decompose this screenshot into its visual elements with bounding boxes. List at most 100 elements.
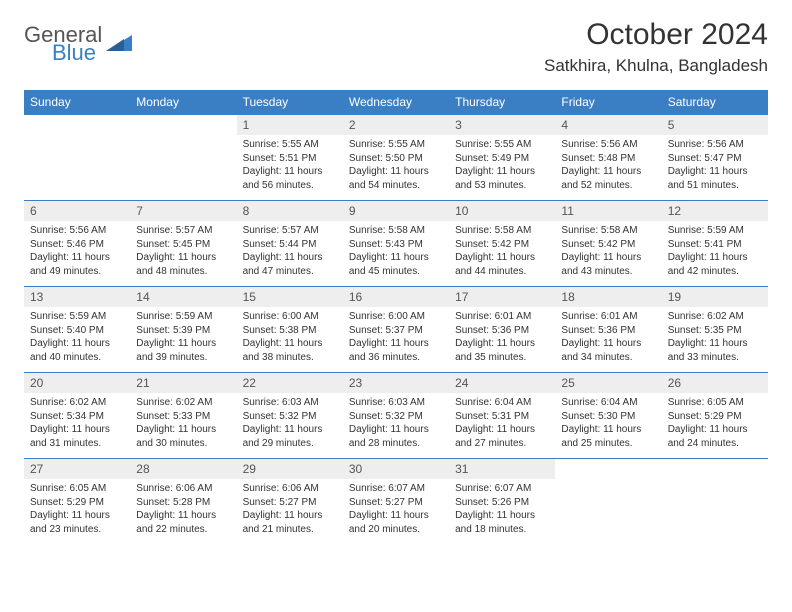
day-detail-cell: Sunrise: 6:04 AMSunset: 5:30 PMDaylight:… — [555, 393, 661, 459]
sunset-text: Sunset: 5:37 PM — [349, 324, 443, 338]
day-detail-cell: Sunrise: 6:01 AMSunset: 5:36 PMDaylight:… — [555, 307, 661, 373]
day-detail-cell: Sunrise: 6:00 AMSunset: 5:38 PMDaylight:… — [237, 307, 343, 373]
sunset-text: Sunset: 5:36 PM — [561, 324, 655, 338]
sunset-text: Sunset: 5:32 PM — [243, 410, 337, 424]
sunset-text: Sunset: 5:50 PM — [349, 152, 443, 166]
day-detail-cell: Sunrise: 6:03 AMSunset: 5:32 PMDaylight:… — [343, 393, 449, 459]
day-detail-cell: Sunrise: 5:58 AMSunset: 5:42 PMDaylight:… — [449, 221, 555, 287]
sunset-text: Sunset: 5:43 PM — [349, 238, 443, 252]
day-number-cell: 22 — [237, 373, 343, 394]
daylight-text: Daylight: 11 hours and 54 minutes. — [349, 165, 443, 192]
day-detail-cell: Sunrise: 6:06 AMSunset: 5:28 PMDaylight:… — [130, 479, 236, 544]
sunrise-text: Sunrise: 6:06 AM — [136, 482, 230, 496]
sunset-text: Sunset: 5:47 PM — [668, 152, 762, 166]
day-detail-cell: Sunrise: 6:07 AMSunset: 5:26 PMDaylight:… — [449, 479, 555, 544]
daylight-text: Daylight: 11 hours and 43 minutes. — [561, 251, 655, 278]
day-detail-cell: Sunrise: 5:55 AMSunset: 5:51 PMDaylight:… — [237, 135, 343, 201]
brand-line2: Blue — [52, 42, 102, 64]
sunset-text: Sunset: 5:42 PM — [561, 238, 655, 252]
sunrise-text: Sunrise: 5:56 AM — [561, 138, 655, 152]
day-number-cell: 13 — [24, 287, 130, 308]
weekday-header: Thursday — [449, 90, 555, 115]
daylight-text: Daylight: 11 hours and 47 minutes. — [243, 251, 337, 278]
sunset-text: Sunset: 5:36 PM — [455, 324, 549, 338]
sunset-text: Sunset: 5:42 PM — [455, 238, 549, 252]
sunrise-text: Sunrise: 6:03 AM — [349, 396, 443, 410]
weekday-header-row: Sunday Monday Tuesday Wednesday Thursday… — [24, 90, 768, 115]
day-number-cell — [555, 459, 661, 480]
weekday-header: Sunday — [24, 90, 130, 115]
day-number-row: 6789101112 — [24, 201, 768, 222]
sunrise-text: Sunrise: 5:55 AM — [243, 138, 337, 152]
sunrise-text: Sunrise: 5:56 AM — [30, 224, 124, 238]
day-detail-cell: Sunrise: 5:58 AMSunset: 5:43 PMDaylight:… — [343, 221, 449, 287]
day-detail-cell: Sunrise: 6:04 AMSunset: 5:31 PMDaylight:… — [449, 393, 555, 459]
day-number-cell: 20 — [24, 373, 130, 394]
sunrise-text: Sunrise: 5:59 AM — [136, 310, 230, 324]
day-detail-cell: Sunrise: 5:56 AMSunset: 5:46 PMDaylight:… — [24, 221, 130, 287]
day-detail-cell: Sunrise: 5:56 AMSunset: 5:48 PMDaylight:… — [555, 135, 661, 201]
sunrise-text: Sunrise: 6:06 AM — [243, 482, 337, 496]
day-detail-row: Sunrise: 5:59 AM Sunset: 5:40 PM Daylight:… — [24, 307, 768, 373]
daylight-text: Daylight: 11 hours and 21 minutes. — [243, 509, 337, 536]
day-number-cell: 26 — [662, 373, 768, 394]
day-detail-cell: Sunrise: 5:57 AMSunset: 5:44 PMDaylight:… — [237, 221, 343, 287]
day-number-cell — [662, 459, 768, 480]
day-number-cell — [130, 115, 236, 136]
daylight-text: Daylight: 11 hours and 53 minutes. — [455, 165, 549, 192]
day-number-row: 20212223242526 — [24, 373, 768, 394]
daylight-text: Daylight: 11 hours and 39 minutes. — [136, 337, 230, 364]
day-number-cell: 19 — [662, 287, 768, 308]
day-detail-cell: Sunrise: 6:07 AMSunset: 5:27 PMDaylight:… — [343, 479, 449, 544]
sunset-text: Sunset: 5:29 PM — [668, 410, 762, 424]
daylight-text: Daylight: 11 hours and 20 minutes. — [349, 509, 443, 536]
page-title: October 2024 — [544, 18, 768, 52]
daylight-text: Daylight: 11 hours and 48 minutes. — [136, 251, 230, 278]
daylight-text: Daylight: 11 hours and 27 minutes. — [455, 423, 549, 450]
day-number-cell: 17 — [449, 287, 555, 308]
day-detail-cell: Sunrise: 6:02 AMSunset: 5:35 PMDaylight:… — [662, 307, 768, 373]
sunset-text: Sunset: 5:34 PM — [30, 410, 124, 424]
brand-logo: General Blue — [24, 18, 132, 64]
day-detail-cell: Sunrise: 5:55 AMSunset: 5:50 PMDaylight:… — [343, 135, 449, 201]
day-number-row: 2728293031 — [24, 459, 768, 480]
location-subtitle: Satkhira, Khulna, Bangladesh — [544, 56, 768, 76]
day-number-cell: 14 — [130, 287, 236, 308]
day-number-cell: 4 — [555, 115, 661, 136]
sunset-text: Sunset: 5:40 PM — [30, 324, 124, 338]
calendar-table: Sunday Monday Tuesday Wednesday Thursday… — [24, 90, 768, 544]
day-number-cell: 5 — [662, 115, 768, 136]
weekday-header: Monday — [130, 90, 236, 115]
day-number-row: 12345 — [24, 115, 768, 136]
sunset-text: Sunset: 5:48 PM — [561, 152, 655, 166]
day-detail-cell: Sunrise: 6:02 AMSunset: 5:34 PMDaylight:… — [24, 393, 130, 459]
weekday-header: Wednesday — [343, 90, 449, 115]
sunset-text: Sunset: 5:35 PM — [668, 324, 762, 338]
day-detail-cell: Sunrise: 5:59 AMSunset: 5:40 PMDaylight:… — [24, 307, 130, 373]
day-number-cell: 28 — [130, 459, 236, 480]
sunrise-text: Sunrise: 6:00 AM — [349, 310, 443, 324]
sunset-text: Sunset: 5:32 PM — [349, 410, 443, 424]
daylight-text: Daylight: 11 hours and 42 minutes. — [668, 251, 762, 278]
day-number-cell: 27 — [24, 459, 130, 480]
day-number-cell: 9 — [343, 201, 449, 222]
sunrise-text: Sunrise: 6:07 AM — [455, 482, 549, 496]
day-number-cell — [24, 115, 130, 136]
sunrise-text: Sunrise: 6:05 AM — [668, 396, 762, 410]
day-detail-cell: Sunrise: 6:01 AMSunset: 5:36 PMDaylight:… — [449, 307, 555, 373]
sunrise-text: Sunrise: 5:55 AM — [455, 138, 549, 152]
day-number-cell: 30 — [343, 459, 449, 480]
day-detail-cell: Sunrise: 5:59 AMSunset: 5:41 PMDaylight:… — [662, 221, 768, 287]
day-detail-row: Sunrise: 6:05 AMSunset: 5:29 PMDaylight:… — [24, 479, 768, 544]
sunrise-text: Sunrise: 6:01 AM — [455, 310, 549, 324]
day-number-cell: 3 — [449, 115, 555, 136]
weekday-header: Friday — [555, 90, 661, 115]
daylight-text: Daylight: 11 hours and 44 minutes. — [455, 251, 549, 278]
day-number-cell: 31 — [449, 459, 555, 480]
sunrise-text: Sunrise: 5:58 AM — [455, 224, 549, 238]
day-number-cell: 29 — [237, 459, 343, 480]
page-header: General Blue October 2024 Satkhira, Khul… — [24, 18, 768, 76]
daylight-text: Daylight: 11 hours and 28 minutes. — [349, 423, 443, 450]
day-detail-cell: Sunrise: 6:02 AMSunset: 5:33 PMDaylight:… — [130, 393, 236, 459]
sunset-text: Sunset: 5:44 PM — [243, 238, 337, 252]
